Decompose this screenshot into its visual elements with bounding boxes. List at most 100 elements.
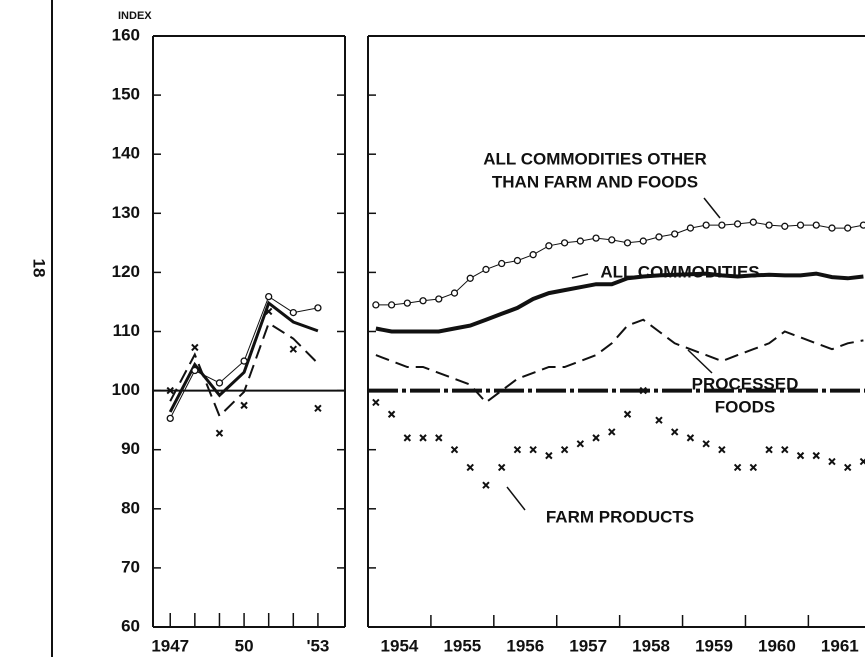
- point-marker: [655, 416, 663, 424]
- point-marker: [387, 410, 396, 418]
- point-marker: [796, 221, 805, 229]
- point-marker: [828, 457, 836, 466]
- point-marker: [796, 451, 805, 460]
- point-marker: [529, 445, 537, 454]
- annotation: ALL COMMODITIES: [600, 262, 759, 281]
- point-marker: [265, 292, 273, 301]
- point-marker: [592, 434, 600, 442]
- series-line: [375, 318, 864, 404]
- point-marker: [686, 434, 695, 442]
- point-marker: [240, 401, 248, 410]
- x-tick-label: 1959: [695, 636, 733, 655]
- point-marker: [372, 398, 380, 407]
- x-tick-label: 1955: [443, 636, 481, 655]
- point-marker: [702, 221, 710, 229]
- point-marker: [166, 386, 174, 395]
- point-marker: [702, 440, 710, 448]
- point-marker: [859, 457, 865, 466]
- point-marker: [419, 297, 427, 305]
- point-marker: [403, 434, 412, 442]
- annotation: PROCESSED: [692, 374, 799, 393]
- annotation: ALL COMMODITIES OTHER: [483, 149, 707, 168]
- y-tick-label: 120: [112, 262, 140, 281]
- point-marker: [733, 220, 742, 228]
- x-tick-label: 50: [235, 636, 254, 655]
- annotation: FARM PRODUCTS: [546, 507, 694, 526]
- y-tick-label: 110: [113, 321, 140, 340]
- y-tick-label: 100: [112, 380, 140, 399]
- x-tick-label: 1947: [151, 636, 189, 655]
- point-marker: [482, 481, 490, 489]
- point-marker: [482, 265, 490, 274]
- point-marker: [372, 301, 380, 309]
- point-marker: [576, 237, 584, 245]
- x-tick-label: 1960: [758, 636, 796, 655]
- y-axis-label: INDEX: [118, 10, 152, 22]
- y-tick-label: 80: [121, 498, 140, 517]
- point-marker: [749, 463, 758, 472]
- point-marker: [314, 404, 322, 413]
- y-tick-label: 70: [121, 557, 140, 576]
- point-marker: [639, 237, 647, 245]
- point-marker: [623, 239, 632, 247]
- annotation: FOODS: [715, 397, 775, 416]
- point-marker: [450, 289, 459, 297]
- point-marker: [844, 224, 852, 232]
- point-marker: [639, 386, 647, 395]
- y-tick-label: 150: [112, 85, 140, 104]
- point-marker: [466, 274, 474, 282]
- point-marker: [529, 251, 537, 259]
- point-marker: [215, 429, 224, 437]
- point-marker: [497, 463, 506, 472]
- point-marker: [466, 463, 474, 472]
- point-marker: [289, 345, 298, 353]
- series-line: [375, 271, 864, 334]
- y-tick-label: 140: [112, 144, 140, 163]
- point-marker: [608, 428, 616, 436]
- point-marker: [450, 445, 459, 454]
- point-marker: [387, 301, 396, 309]
- point-marker: [560, 445, 569, 454]
- point-marker: [435, 434, 443, 442]
- point-marker: [718, 221, 726, 229]
- point-marker: [812, 221, 820, 229]
- x-tick-label: 1956: [506, 636, 544, 655]
- point-marker: [576, 440, 585, 448]
- point-marker: [240, 357, 248, 365]
- point-marker: [859, 221, 865, 229]
- point-marker: [545, 451, 553, 460]
- x-tick-label: 1957: [569, 636, 607, 655]
- point-marker: [781, 445, 789, 454]
- point-marker: [749, 218, 757, 226]
- x-tick-label: '53: [306, 636, 329, 655]
- point-marker: [686, 224, 695, 232]
- point-marker: [812, 451, 820, 460]
- y-tick-label: 130: [112, 203, 140, 222]
- point-marker: [655, 233, 663, 241]
- y-tick-label: 90: [121, 439, 140, 458]
- point-marker: [765, 445, 773, 454]
- point-marker: [166, 414, 174, 423]
- point-marker: [608, 236, 616, 244]
- point-marker: [419, 434, 427, 442]
- series-line: [168, 300, 319, 413]
- point-marker: [513, 256, 522, 265]
- point-marker: [733, 463, 742, 472]
- point-marker: [592, 234, 600, 242]
- point-marker: [670, 428, 679, 436]
- x-tick-label: 1954: [381, 636, 419, 655]
- x-tick-label: 1961: [821, 636, 859, 655]
- point-marker: [828, 224, 836, 232]
- annotation: THAN FARM AND FOODS: [492, 172, 698, 191]
- point-marker: [560, 239, 569, 247]
- point-marker: [191, 366, 199, 375]
- point-marker: [513, 445, 522, 454]
- point-marker: [765, 221, 773, 229]
- x-tick-label: 1958: [632, 636, 670, 655]
- point-marker: [671, 230, 679, 238]
- page-number: 18: [30, 259, 49, 278]
- point-marker: [314, 304, 322, 312]
- arrows: [506, 197, 721, 511]
- point-marker: [435, 295, 443, 303]
